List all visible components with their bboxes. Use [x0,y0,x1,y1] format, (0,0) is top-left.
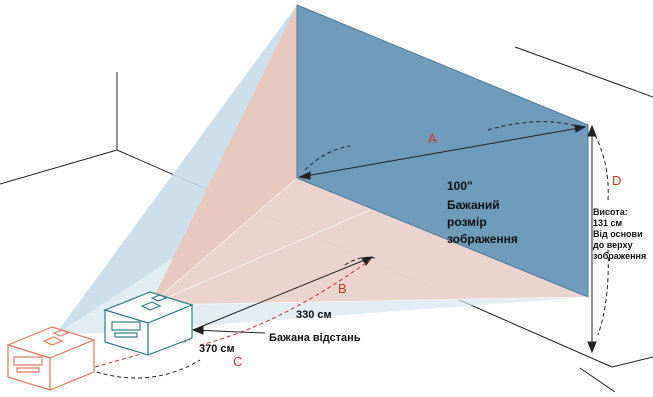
height-line3: Від основи [593,229,643,239]
label-b: B [338,281,347,296]
label-c: C [233,354,242,369]
near-distance-measure [192,256,376,346]
projector-far [6,326,96,391]
image-size-line3: зображення [447,232,518,246]
label-a: A [428,131,437,146]
diagonal-measure [298,121,587,180]
height-line2: 131 см [593,218,623,228]
image-size-line2: розмір [447,215,487,229]
beam-inner [150,5,297,305]
distance-caption: Бажана відстань [269,332,361,344]
beam-outer [55,5,297,335]
beam-inner-bottom [150,178,588,305]
image-size: 100" [447,179,473,193]
height-line4: до верху [593,240,633,250]
far-distance: 370 см [199,343,235,355]
screen-caption: 100" Бажаний розмір зображення [447,179,518,246]
projector-near [103,291,194,356]
height-line1: Висота: [593,207,628,217]
height-line5: зображення [593,251,646,261]
beam-edges [149,177,589,306]
label-d: D [612,173,621,188]
near-distance: 330 см [296,309,332,321]
image-size-line1: Бажаний [447,198,500,212]
height-measure [587,124,609,354]
height-caption: Висота: 131 см Від основи до верху зобра… [593,207,646,261]
